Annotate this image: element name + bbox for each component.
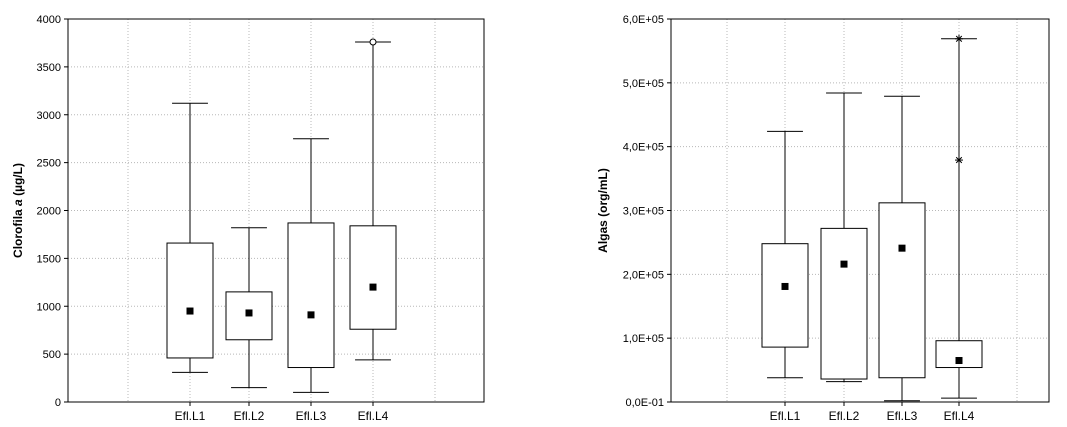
median-marker bbox=[307, 311, 315, 319]
y-tick-label: 2500 bbox=[37, 158, 61, 170]
y-tick-label: 4,0E+05 bbox=[623, 142, 664, 154]
median-marker bbox=[369, 283, 377, 291]
box-plot-efl-l2 bbox=[225, 227, 273, 389]
x-tick-label: Efl.L4 bbox=[358, 409, 389, 423]
x-tick-label: Efl.L2 bbox=[234, 409, 265, 423]
x-tick-label: Efl.L3 bbox=[296, 409, 327, 423]
interquartile-box bbox=[761, 243, 809, 348]
box-plot-efl-l4 bbox=[935, 34, 983, 399]
extreme-marker bbox=[955, 34, 963, 43]
y-tick-label: 2,0E+05 bbox=[623, 269, 664, 281]
y-tick-label: 1500 bbox=[37, 253, 61, 265]
median-marker bbox=[186, 307, 194, 315]
y-axis-label-part: Algas (org/mL) bbox=[596, 168, 610, 253]
x-tick-label: Efl.L1 bbox=[770, 409, 801, 423]
box-plot-efl-l1 bbox=[166, 102, 214, 373]
chart-algae: 0,0E-01 1,0E+05 2,0E+05 3,0E+05 4,0E+05 5,0E+… bbox=[596, 14, 1050, 423]
chart-chlorophyll: 0 500 1000 1500 2000 2500 3000 3500 4000 Efl.L1 Ef… bbox=[11, 14, 485, 423]
y-axis-label-part: a bbox=[11, 199, 25, 206]
y-tick-label: 3,0E+05 bbox=[623, 206, 664, 218]
interquartile-box bbox=[820, 227, 868, 380]
y-tick-label: 0,0E-01 bbox=[625, 397, 664, 409]
outlier-marker bbox=[369, 38, 377, 46]
x-tick-label: Efl.L4 bbox=[944, 409, 975, 423]
x-tick-label: Efl.L3 bbox=[887, 409, 918, 423]
median-marker bbox=[898, 244, 906, 252]
median-marker bbox=[245, 309, 253, 317]
y-axis-label: Clorofila a (µg/L) bbox=[11, 163, 25, 258]
median-marker bbox=[840, 260, 848, 268]
median-marker bbox=[781, 282, 789, 290]
y-tick-label: 0 bbox=[55, 397, 61, 409]
y-axis-label: Algas (org/mL) bbox=[596, 168, 610, 253]
y-tick-label: 6,0E+05 bbox=[623, 14, 664, 26]
y-tick-label: 1000 bbox=[37, 301, 61, 313]
x-tick-label: Efl.L2 bbox=[829, 409, 860, 423]
extreme-stroke bbox=[955, 35, 963, 42]
y-tick-label: 2000 bbox=[37, 206, 61, 218]
box-plot-efl-l1 bbox=[761, 130, 809, 379]
y-tick-label: 3000 bbox=[37, 110, 61, 122]
y-tick-label: 500 bbox=[43, 349, 61, 361]
y-tick-label: 4000 bbox=[37, 14, 61, 26]
box-plot-efl-l2 bbox=[820, 92, 868, 383]
median-marker bbox=[955, 357, 963, 365]
interquartile-box bbox=[287, 222, 335, 369]
y-tick-label: 5,0E+05 bbox=[623, 78, 664, 90]
x-tick-label: Efl.L1 bbox=[175, 409, 206, 423]
interquartile-box bbox=[349, 225, 397, 330]
interquartile-box bbox=[166, 242, 214, 359]
y-tick-label: 1,0E+05 bbox=[623, 333, 664, 345]
y-axis-label-part: (µg/L) bbox=[11, 163, 25, 199]
y-axis-label-part: Clorofila bbox=[11, 206, 25, 258]
extreme-stroke bbox=[955, 156, 963, 164]
extreme-marker bbox=[955, 156, 963, 165]
y-tick-label: 3500 bbox=[37, 62, 61, 74]
box-plot-efl-l3 bbox=[287, 138, 335, 393]
interquartile-box bbox=[878, 202, 926, 379]
box-plot-efl-l3 bbox=[878, 95, 926, 402]
box-plot-efl-l4 bbox=[349, 38, 397, 361]
